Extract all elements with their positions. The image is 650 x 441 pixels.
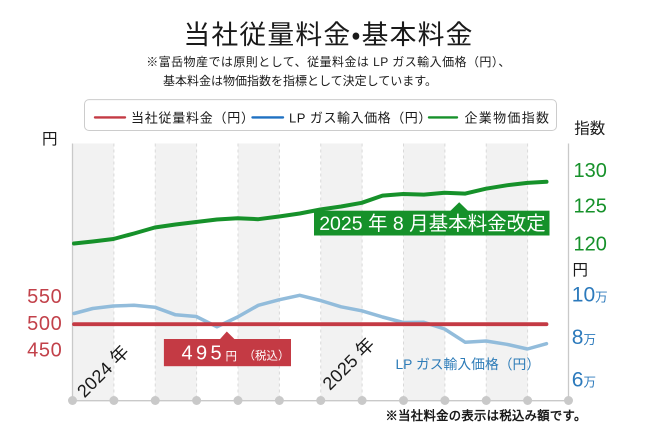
svg-text:130: 130 xyxy=(574,160,607,182)
svg-text:495: 495 xyxy=(182,343,226,365)
svg-text:企業物価指数: 企業物価指数 xyxy=(465,110,551,125)
svg-text:450: 450 xyxy=(27,339,62,361)
svg-text:※富岳物産では原則として、従量料金は LP ガス輸入価格（円: ※富岳物産では原則として、従量料金は LP ガス輸入価格（円）、 xyxy=(146,54,511,69)
svg-text:円: 円 xyxy=(42,131,58,148)
svg-text:120: 120 xyxy=(574,233,607,255)
svg-text:※当社料金の表示は税込み額です。: ※当社料金の表示は税込み額です。 xyxy=(386,408,587,423)
svg-text:LP ガス輸入価格（円）: LP ガス輸入価格（円） xyxy=(289,110,432,125)
svg-text:円: 円 xyxy=(573,262,589,279)
svg-text:LP ガス輸入価格（円）: LP ガス輸入価格（円） xyxy=(396,357,541,372)
svg-text:550: 550 xyxy=(27,286,62,308)
svg-text:500: 500 xyxy=(27,313,62,335)
svg-text:2025 年 8 月基本料金改定: 2025 年 8 月基本料金改定 xyxy=(319,213,545,235)
svg-text:125: 125 xyxy=(574,196,607,218)
svg-text:（税込）: （税込） xyxy=(244,349,290,363)
svg-text:円: 円 xyxy=(226,351,238,363)
svg-text:基本料金は物価指数を指標として決定しています。: 基本料金は物価指数を指標として決定しています。 xyxy=(163,73,437,88)
svg-text:指数: 指数 xyxy=(574,120,606,138)
svg-text:当社従量料金（円）: 当社従量料金（円） xyxy=(131,110,255,125)
svg-text:当社従量料金・基本料金: 当社従量料金・基本料金 xyxy=(183,20,473,50)
